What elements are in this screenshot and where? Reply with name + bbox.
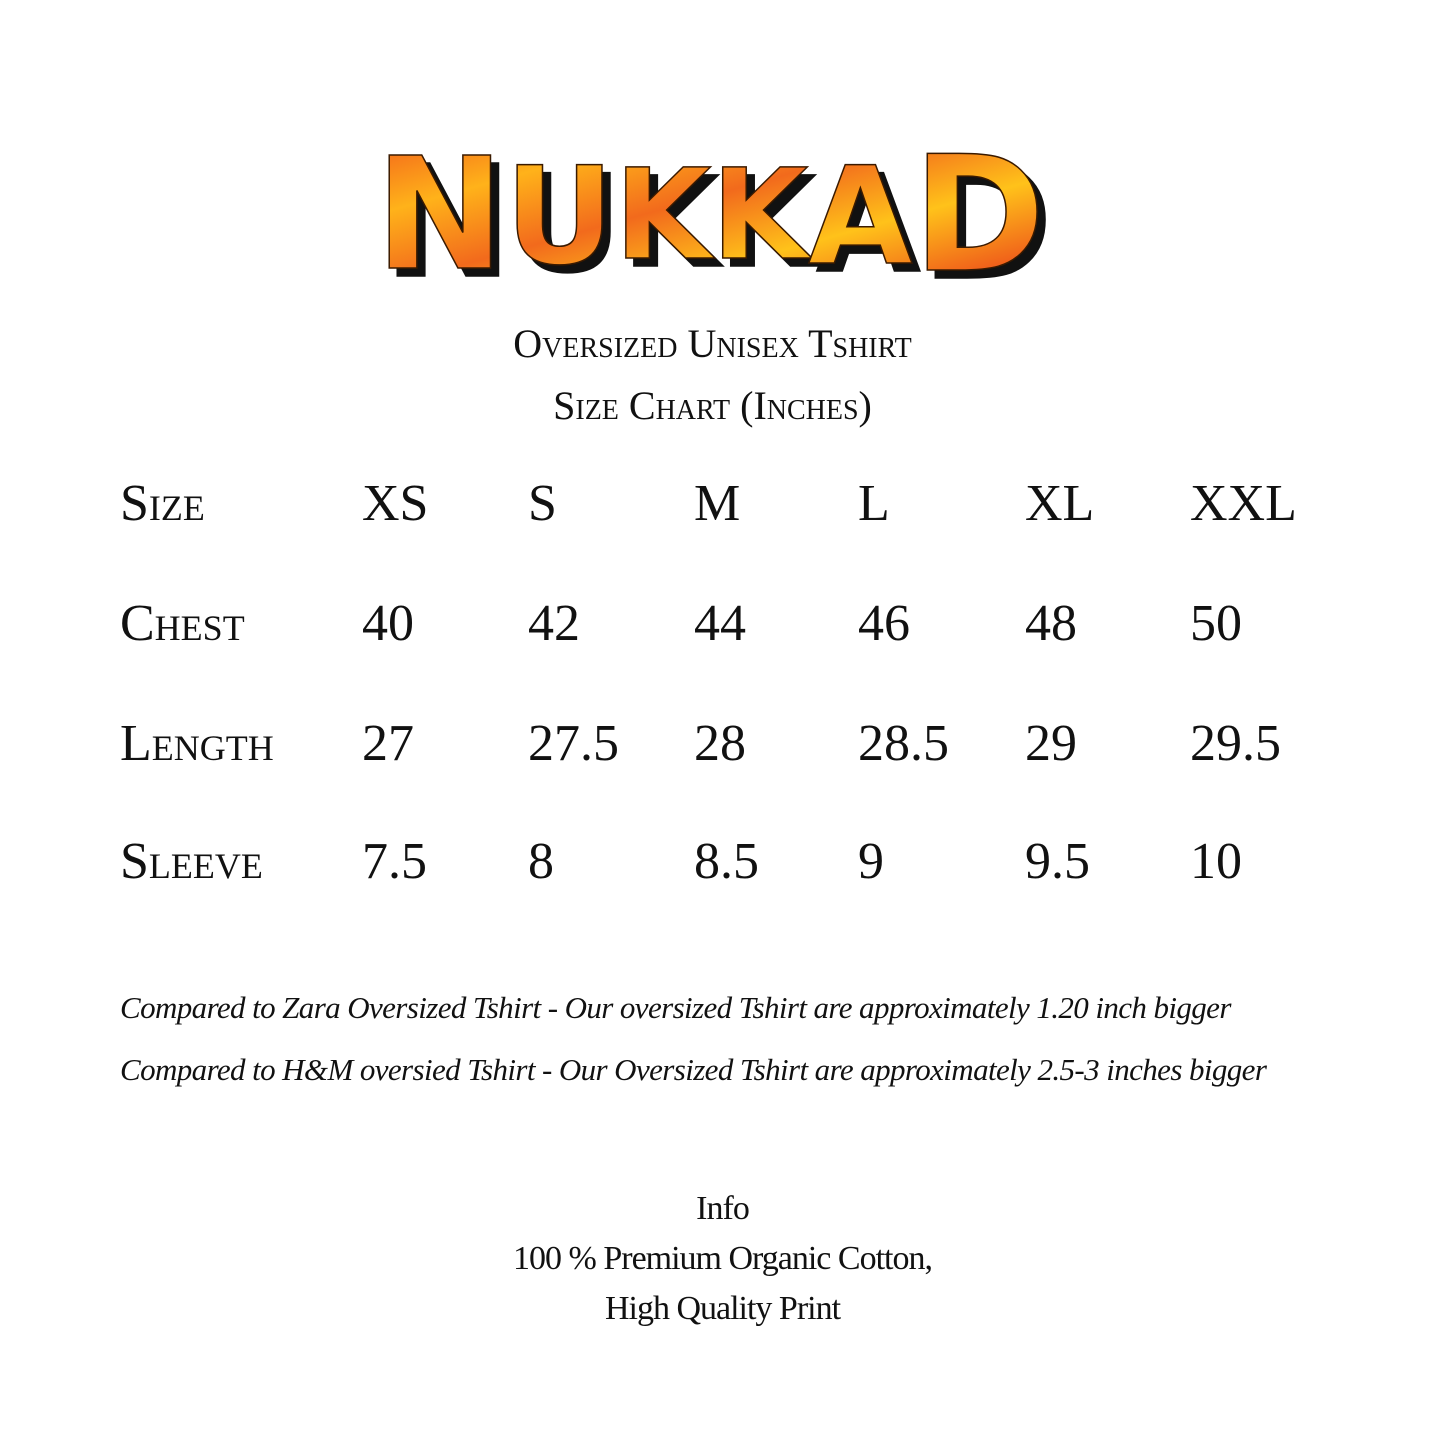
row-label-length: Length bbox=[120, 715, 274, 772]
cell-sleeve-m: 8.5 bbox=[694, 833, 759, 890]
cell-length-xs: 27 bbox=[362, 715, 414, 772]
cell-chest-s: 42 bbox=[528, 595, 580, 652]
logo-letter: A bbox=[808, 138, 912, 295]
title-line-2: Size Chart (Inches) bbox=[553, 383, 872, 428]
size-header-xxl: XXL bbox=[1190, 475, 1297, 532]
cell-sleeve-xs: 7.5 bbox=[362, 833, 427, 890]
cell-sleeve-l: 9 bbox=[858, 833, 884, 890]
cell-chest-xl: 48 bbox=[1025, 595, 1077, 652]
cell-length-m: 28 bbox=[694, 715, 746, 772]
size-header-xs: XS bbox=[362, 475, 429, 532]
header-label-size: Size bbox=[120, 475, 205, 532]
cell-chest-xxl: 50 bbox=[1190, 595, 1242, 652]
cell-sleeve-xxl: 10 bbox=[1190, 833, 1242, 890]
row-label-sleeve: Sleeve bbox=[120, 833, 263, 890]
size-header-xl: XL bbox=[1025, 475, 1095, 532]
row-label-chest: Chest bbox=[120, 595, 245, 652]
cell-chest-l: 46 bbox=[858, 595, 910, 652]
logo-letter: D bbox=[913, 121, 1046, 308]
cell-length-xl: 29 bbox=[1025, 715, 1077, 772]
logo-letter: K bbox=[614, 143, 715, 288]
cell-chest-xs: 40 bbox=[362, 595, 414, 652]
nukkad-logo: NUKKAD bbox=[374, 120, 1046, 309]
logo-letter: U bbox=[505, 138, 615, 295]
info-line-2: High Quality Print bbox=[604, 1290, 841, 1327]
note-zara: Compared to Zara Oversized Tshirt - Our … bbox=[120, 990, 1231, 1025]
title-line-1: Oversized Unisex Tshirt bbox=[513, 321, 912, 366]
size-header-s: S bbox=[528, 475, 557, 532]
logo-letter: N bbox=[375, 124, 505, 305]
cell-chest-m: 44 bbox=[694, 595, 746, 652]
cell-sleeve-s: 8 bbox=[528, 833, 554, 890]
cell-length-l: 28.5 bbox=[858, 715, 949, 772]
note-hm: Compared to H&M oversied Tshirt - Our Ov… bbox=[120, 1052, 1267, 1087]
cell-sleeve-xl: 9.5 bbox=[1025, 833, 1090, 890]
logo-letter: K bbox=[711, 143, 812, 288]
info-line-1: 100 % Premium Organic Cotton, bbox=[513, 1240, 933, 1277]
size-header-m: M bbox=[694, 475, 741, 532]
logo-wordmark: NUKKAD bbox=[375, 121, 1045, 308]
size-header-l: L bbox=[858, 475, 890, 532]
cell-length-xxl: 29.5 bbox=[1190, 715, 1281, 772]
info-heading: Info bbox=[696, 1190, 750, 1227]
cell-length-s: 27.5 bbox=[528, 715, 619, 772]
